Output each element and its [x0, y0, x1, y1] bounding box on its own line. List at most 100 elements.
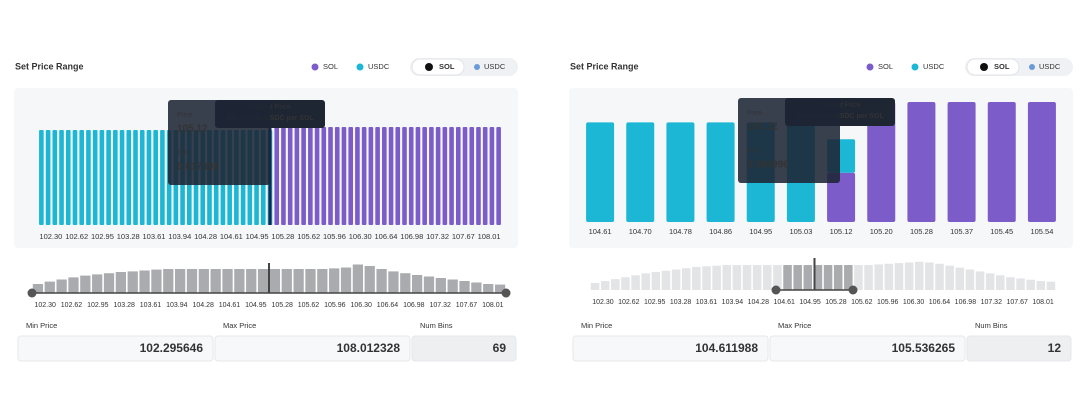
liquidity-bar [153, 130, 158, 225]
overview-bar [732, 265, 742, 290]
liquidity-bar [146, 130, 152, 225]
toggle-option[interactable]: USDC [1039, 62, 1061, 71]
input-label: Max Price [778, 321, 811, 330]
liquidity-bar [328, 127, 333, 225]
overview-bar [914, 261, 924, 290]
x-tick-label: 104.78 [669, 227, 692, 236]
overview-bar [376, 269, 387, 293]
liquidity-bar [86, 130, 91, 225]
liquidity-bar [388, 127, 394, 225]
legend-dot [356, 63, 364, 71]
overview-bar [186, 269, 198, 293]
toggle-option[interactable]: USDC [484, 62, 506, 71]
overview-tick-label: 106.98 [403, 302, 425, 309]
x-tick-label: 105.62 [297, 232, 320, 241]
overview-bar [752, 265, 762, 290]
liquidity-bar [126, 130, 132, 225]
x-tick-label: 102.95 [91, 232, 114, 241]
liquidity-bar [482, 127, 488, 225]
overview-bar [783, 265, 792, 290]
x-tick-label: 105.45 [990, 227, 1013, 236]
toggle-option[interactable]: SOL [994, 62, 1010, 71]
x-tick-label: 105.20 [870, 227, 893, 236]
overview-tick-label: 104.28 [192, 302, 214, 309]
toggle-selected[interactable] [411, 58, 465, 76]
input-box[interactable] [572, 335, 769, 362]
overview-bar [32, 284, 44, 293]
range-handle[interactable] [501, 288, 511, 298]
overview-bar [621, 277, 630, 290]
toggle-option[interactable]: SOL [439, 62, 455, 71]
overview-bar [1046, 281, 1056, 290]
x-tick-label: 108.01 [478, 232, 501, 241]
x-tick-label: 107.67 [452, 232, 475, 241]
liquidity-bar [706, 122, 735, 222]
overview-bar [423, 276, 435, 293]
input-value: 12 [1048, 341, 1062, 355]
overview-tick-label: 104.61 [219, 302, 241, 309]
overview-bar [317, 269, 328, 293]
tooltip-value: 0.017399 [177, 162, 219, 173]
input-value: 104.611988 [695, 341, 758, 355]
overview-bar [483, 284, 494, 293]
overview-bar [773, 265, 782, 290]
liquidity-bar [99, 130, 105, 225]
liquidity-bar [947, 102, 976, 222]
overview-bar [651, 272, 661, 290]
input-box[interactable] [411, 335, 517, 362]
overview-tick-label: 107.67 [456, 302, 478, 309]
range-handle[interactable] [848, 285, 858, 295]
liquidity-bar [415, 127, 421, 225]
liquidity-bar [666, 122, 695, 222]
overview-tick-label: 107.67 [1006, 299, 1028, 306]
liquidity-bar [462, 127, 468, 225]
input-box[interactable] [214, 335, 411, 362]
legend-label: SOL [323, 62, 338, 71]
legend-label: USDC [923, 62, 945, 71]
overview-bar [305, 269, 316, 293]
toggle-selected[interactable] [966, 58, 1020, 76]
input-box[interactable] [17, 335, 214, 362]
legend-dot [311, 63, 319, 71]
overview-bar [671, 269, 681, 290]
liquidity-bar [361, 127, 367, 225]
overview-bar [103, 273, 115, 293]
overview-bar [281, 269, 292, 293]
overview-bar [813, 265, 823, 290]
liquidity-bar [469, 127, 475, 225]
legend-dot [911, 63, 919, 71]
liquidity-bar [476, 127, 481, 225]
overview-bar [874, 264, 883, 290]
overview-bar [985, 273, 995, 290]
liquidity-bar [334, 127, 340, 225]
liquidity-bar [496, 127, 501, 225]
overview-bar [611, 279, 620, 290]
overview-bar [210, 269, 221, 293]
overview-bar [447, 279, 458, 293]
overview-bar [763, 265, 772, 290]
input-box[interactable] [966, 335, 1072, 362]
liquidity-bar [314, 127, 320, 225]
x-tick-label: 103.28 [117, 232, 140, 241]
liquidity-bar [45, 130, 51, 225]
overview-bar [222, 269, 233, 293]
overview-tick-label: 106.98 [955, 299, 977, 306]
input-value: 69 [493, 341, 507, 355]
range-handle[interactable] [771, 285, 781, 295]
overview-tick-label: 104.95 [245, 302, 267, 309]
liquidity-bar [348, 127, 353, 225]
liquidity-bar [294, 127, 300, 225]
range-handle[interactable] [27, 288, 37, 298]
liquidity-bar [308, 127, 313, 225]
input-label: Max Price [223, 321, 256, 330]
toggle-icon [980, 63, 988, 71]
overview-bar [412, 275, 423, 293]
input-box[interactable] [769, 335, 966, 362]
liquidity-bar [586, 122, 615, 222]
overview-bar [115, 272, 126, 293]
overview-tick-label: 103.61 [140, 302, 162, 309]
overview-bar [68, 277, 79, 293]
input-label: Min Price [26, 321, 57, 330]
overview-tick-label: 107.32 [981, 299, 1003, 306]
